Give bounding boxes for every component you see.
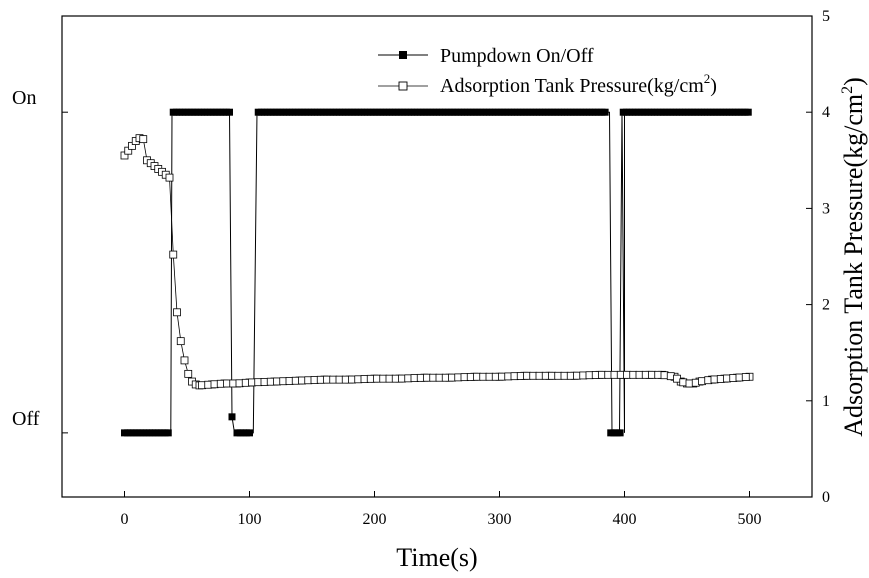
pressure-point — [741, 373, 750, 381]
legend-marker-open-square — [398, 81, 408, 91]
pumpdown-point — [616, 429, 624, 437]
legend-label-pumpdown: Pumpdown On/Off — [440, 45, 594, 67]
x-tick-label: 500 — [738, 511, 762, 528]
y-right-axis-title: Adsorption Tank Pressure(kg/cm2) — [839, 77, 868, 437]
x-tick-label: 0 — [121, 511, 129, 528]
y-right-tick-label: 5 — [822, 8, 830, 25]
x-tick-label: 200 — [363, 511, 387, 528]
plot-frame — [61, 15, 813, 498]
legend-item-pressure: Adsorption Tank Pressure(kg/cm2) — [378, 71, 717, 97]
x-tick-label: 400 — [613, 511, 637, 528]
legend-label-pressure: Adsorption Tank Pressure(kg/cm2) — [440, 71, 717, 97]
series-line — [124, 137, 750, 386]
series-layer — [120, 108, 754, 437]
y-right-tick-label: 4 — [822, 104, 830, 121]
pressure-point — [184, 369, 193, 378]
x-tick-label: 300 — [488, 511, 512, 528]
pumpdown-point — [744, 108, 752, 116]
pressure-point — [165, 173, 174, 182]
legend-item-pumpdown: Pumpdown On/Off — [378, 45, 594, 67]
x-axis-ticks: 0 100 200 300 400 500 — [121, 491, 762, 528]
series-pumpdown — [121, 108, 752, 437]
y-right-tick-label: 0 — [822, 489, 830, 506]
y-right-tick-label: 3 — [822, 200, 830, 217]
pressure-point — [173, 308, 181, 317]
y-right-tick-label: 1 — [822, 393, 830, 410]
y-left-axis-ticks: On Off — [12, 87, 68, 434]
pumpdown-point — [228, 413, 236, 421]
legend: Pumpdown On/Off Adsorption Tank Pressure… — [378, 45, 717, 97]
pumpdown-point — [246, 429, 253, 437]
pumpdown-point — [601, 108, 609, 116]
x-axis-title: Time(s) — [396, 543, 477, 572]
legend-marker-filled-square — [399, 51, 407, 59]
x-tick-label: 100 — [238, 511, 262, 528]
y-left-tick-label: On — [12, 87, 36, 109]
y-right-tick-label: 2 — [822, 297, 830, 314]
pumpdown-point — [226, 108, 233, 116]
y-right-axis-ticks: 0 1 2 3 4 5 — [806, 8, 830, 506]
pressure-point — [139, 135, 148, 144]
series-pressure — [120, 134, 754, 390]
pumpdown-point — [164, 429, 172, 437]
pressure-point — [169, 250, 178, 259]
pressure-point — [180, 356, 189, 365]
pressure-point — [176, 337, 185, 346]
y-left-tick-label: Off — [12, 408, 40, 430]
